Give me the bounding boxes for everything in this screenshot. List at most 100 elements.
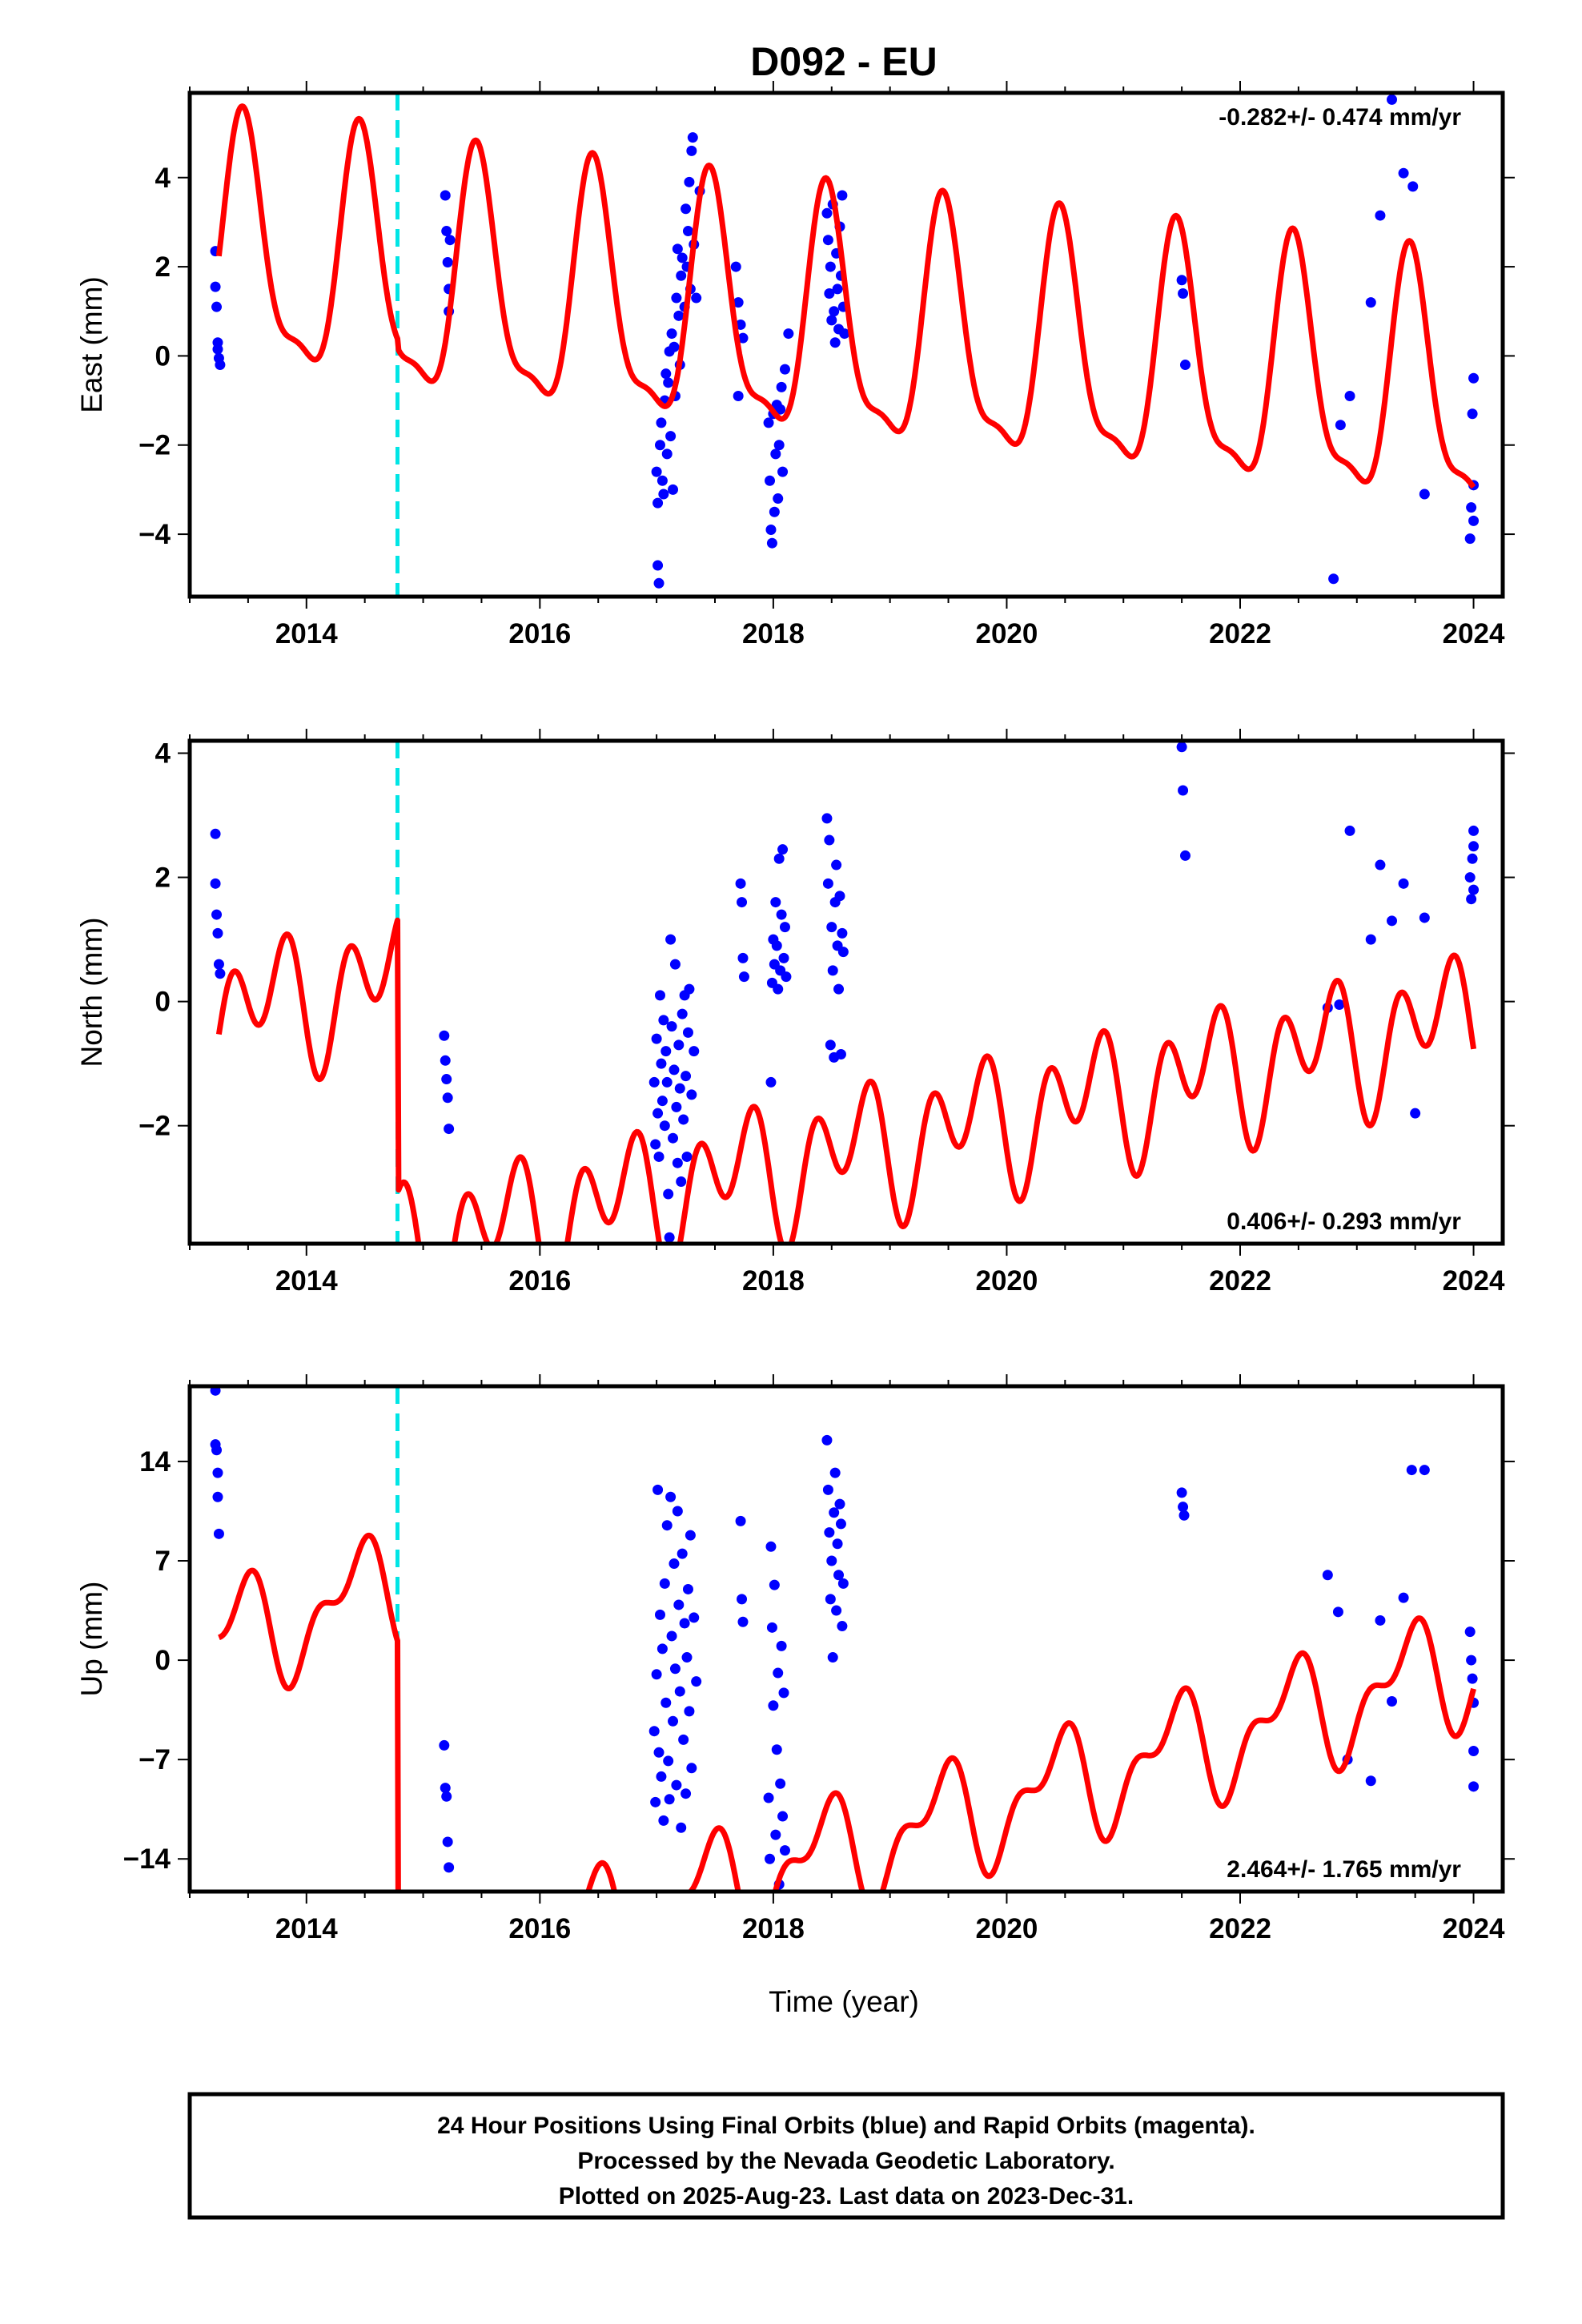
- y-axis-title: North (mm): [75, 917, 108, 1067]
- data-point: [661, 1076, 673, 1088]
- y-tick-label: −7: [139, 1744, 171, 1775]
- data-point: [652, 560, 664, 571]
- x-tick-label: 2022: [1209, 618, 1271, 649]
- data-point: [1375, 859, 1386, 870]
- data-point: [779, 364, 790, 375]
- data-point: [1334, 999, 1345, 1011]
- data-point: [442, 1836, 453, 1848]
- x-tick-label: 2018: [742, 1913, 805, 1944]
- data-point: [653, 1747, 665, 1758]
- data-point: [825, 1594, 836, 1605]
- data-point: [826, 922, 837, 933]
- y-axis-title: Up (mm): [75, 1582, 108, 1697]
- plot-frame: [187, 90, 1505, 599]
- data-point: [735, 878, 746, 889]
- data-point: [771, 940, 782, 951]
- data-point: [827, 1652, 838, 1663]
- data-point: [1375, 210, 1386, 221]
- model-curve: [217, 1532, 1476, 1892]
- data-point: [778, 1687, 789, 1699]
- data-point: [211, 1445, 223, 1456]
- panel-2: 2014 2016 2018 2020 2022 2024 4 2 0 −2 North (mm) 0…: [75, 729, 1515, 1297]
- data-point: [1365, 297, 1376, 308]
- data-point: [440, 1783, 451, 1794]
- model-curve: [215, 103, 1476, 489]
- data-point: [832, 1538, 843, 1550]
- data-point: [210, 281, 221, 292]
- data-point: [682, 1027, 693, 1038]
- data-point: [444, 235, 456, 246]
- data-point: [651, 466, 662, 477]
- data-point: [825, 1039, 836, 1051]
- data-point: [1176, 1487, 1187, 1498]
- data-point: [1467, 853, 1478, 864]
- data-point: [1464, 1626, 1476, 1638]
- data-point: [833, 1570, 845, 1581]
- data-point: [1466, 894, 1477, 905]
- data-point: [663, 377, 674, 388]
- data-point: [656, 1771, 667, 1782]
- data-point: [1407, 181, 1419, 192]
- x-tick-label: 2016: [508, 618, 571, 649]
- data-point: [733, 391, 744, 402]
- data-point: [677, 252, 688, 263]
- data-point: [776, 381, 787, 392]
- data-point: [835, 1518, 846, 1530]
- data-point: [656, 1058, 667, 1069]
- data-point: [737, 897, 748, 908]
- data-point: [210, 1386, 221, 1396]
- data-point: [663, 1188, 674, 1200]
- data-point: [689, 1612, 700, 1623]
- x-tick-label: 2018: [742, 1265, 805, 1297]
- footer-frame: [187, 2092, 1505, 2220]
- data-point: [765, 1076, 777, 1088]
- data-point: [691, 292, 702, 304]
- data-point: [656, 1096, 668, 1107]
- footer-box: 24 Hour Positions Using Final Orbits (bl…: [187, 2092, 1505, 2220]
- x-tick-label: 2014: [275, 1913, 338, 1944]
- data-point: [661, 1697, 672, 1708]
- footer-line-3: Plotted on 2025-Aug-23. Last data on 202…: [559, 2183, 1134, 2209]
- data-point: [1328, 573, 1339, 585]
- data-point: [654, 990, 665, 1001]
- data-point: [839, 328, 850, 340]
- data-point: [678, 1114, 689, 1125]
- data-point: [213, 1528, 224, 1539]
- x-tick-label: 2014: [275, 618, 338, 649]
- data-point: [652, 1484, 664, 1495]
- plot-frame: [187, 738, 1505, 1246]
- data-point: [654, 1609, 665, 1620]
- data-point: [676, 270, 687, 281]
- footer-line-1: 24 Hour Positions Using Final Orbits (bl…: [437, 2113, 1255, 2139]
- plot-area: [210, 741, 1480, 1244]
- data-point: [656, 417, 667, 428]
- data-point: [669, 1558, 680, 1570]
- chart-title: D092 - EU: [750, 39, 937, 84]
- data-point: [666, 1021, 677, 1032]
- plot-area: [210, 1386, 1480, 1892]
- data-point: [1468, 1746, 1480, 1757]
- data-point: [765, 475, 776, 486]
- data-point: [669, 341, 680, 352]
- data-point: [215, 968, 226, 979]
- data-point: [765, 525, 777, 536]
- data-point: [1344, 391, 1355, 402]
- data-point: [1468, 841, 1480, 852]
- data-point: [677, 1008, 688, 1019]
- data-point: [652, 1108, 664, 1119]
- data-point: [834, 891, 845, 902]
- x-tick-label: 2024: [1443, 618, 1505, 649]
- data-point: [1466, 502, 1477, 513]
- data-point: [821, 207, 833, 219]
- data-point: [212, 1491, 223, 1502]
- data-point: [765, 1853, 776, 1864]
- data-point: [779, 1845, 790, 1856]
- panel-3: 2014 2016 2018 2020 2022 2024 14 7 0 −7 −14 Up (mm)…: [75, 1374, 1515, 1944]
- data-point: [656, 475, 668, 486]
- data-point: [837, 947, 849, 958]
- data-point: [651, 1033, 662, 1044]
- data-point: [441, 1791, 452, 1802]
- data-point: [769, 1579, 780, 1590]
- data-point: [664, 1232, 675, 1243]
- data-point: [661, 1520, 673, 1531]
